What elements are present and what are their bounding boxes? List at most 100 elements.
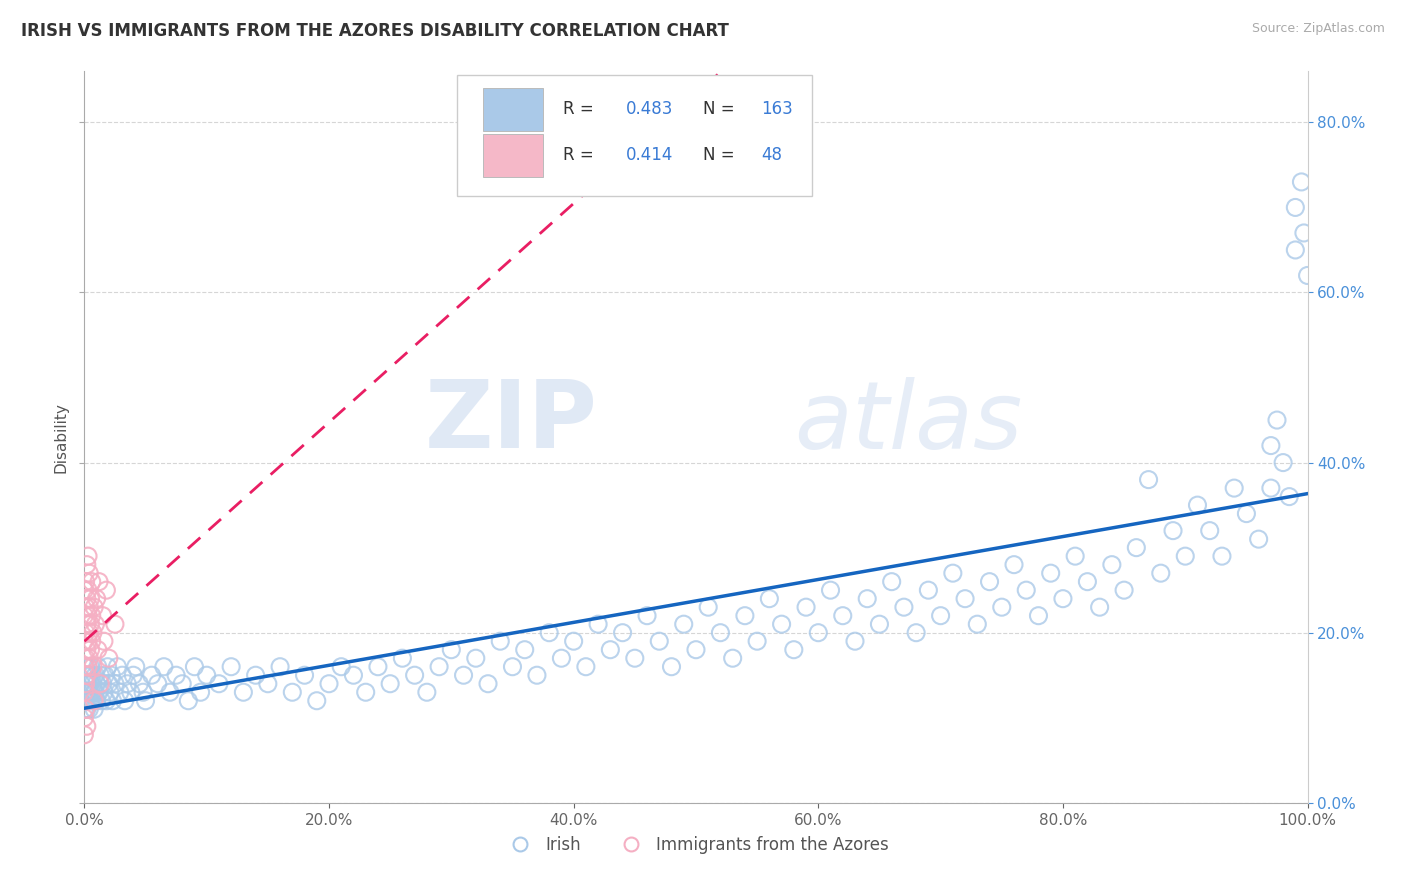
Text: 0.414: 0.414 <box>626 146 673 164</box>
Point <box>82 694 104 708</box>
Point <box>76 642 98 657</box>
Point <box>831 608 853 623</box>
FancyBboxPatch shape <box>484 135 543 178</box>
Point <box>1137 473 1160 487</box>
Point <box>575 659 598 673</box>
Point <box>101 694 124 708</box>
Text: R =: R = <box>562 146 599 164</box>
Point <box>87 685 110 699</box>
Point <box>77 600 100 615</box>
Point <box>84 685 107 699</box>
Point <box>232 685 254 699</box>
Point <box>79 642 101 657</box>
Point <box>153 659 176 673</box>
Point <box>165 668 187 682</box>
Point <box>661 659 683 673</box>
Point <box>502 659 524 673</box>
Point <box>80 608 103 623</box>
Point <box>172 677 194 691</box>
Point <box>80 634 103 648</box>
Point <box>183 659 205 673</box>
Point <box>1088 600 1111 615</box>
Point <box>83 702 105 716</box>
Point <box>1292 226 1315 240</box>
Point <box>1223 481 1246 495</box>
Text: N =: N = <box>703 146 740 164</box>
Point <box>380 677 402 691</box>
Point <box>76 558 98 572</box>
Point <box>177 694 200 708</box>
Point <box>90 694 112 708</box>
Point <box>844 634 866 648</box>
Point <box>305 694 328 708</box>
Point <box>856 591 879 606</box>
Point <box>672 617 695 632</box>
Point <box>75 677 97 691</box>
Point <box>257 677 280 691</box>
Point <box>869 617 891 632</box>
Point <box>1039 566 1062 581</box>
Point <box>146 677 169 691</box>
Point <box>77 702 100 716</box>
Point <box>77 634 100 648</box>
Point <box>1260 481 1282 495</box>
Point <box>93 634 115 648</box>
Point <box>464 651 486 665</box>
Point <box>624 651 647 665</box>
Point <box>1028 608 1050 623</box>
Point <box>905 625 928 640</box>
Point <box>83 600 105 615</box>
Point <box>104 677 127 691</box>
Point <box>73 634 96 648</box>
Text: IRISH VS IMMIGRANTS FROM THE AZORES DISABILITY CORRELATION CHART: IRISH VS IMMIGRANTS FROM THE AZORES DISA… <box>21 22 728 40</box>
Point <box>1296 268 1319 283</box>
Point <box>91 608 114 623</box>
Point <box>953 591 976 606</box>
Point <box>80 685 103 699</box>
Point <box>111 668 134 682</box>
Point <box>77 659 100 673</box>
Point <box>1161 524 1184 538</box>
Point <box>108 685 131 699</box>
Point <box>80 668 103 682</box>
Point <box>929 608 952 623</box>
Point <box>245 668 267 682</box>
Point <box>208 677 231 691</box>
Point <box>104 617 127 632</box>
Point <box>77 659 100 673</box>
Point <box>76 668 98 682</box>
Point <box>219 659 242 673</box>
Point <box>1291 175 1313 189</box>
Point <box>1260 439 1282 453</box>
Text: R =: R = <box>562 101 599 119</box>
Point <box>73 702 96 716</box>
Point <box>73 685 96 699</box>
Point <box>281 685 304 699</box>
Point <box>734 608 756 623</box>
Point <box>84 617 107 632</box>
Point <box>979 574 1001 589</box>
Point <box>367 659 389 673</box>
Point <box>141 668 163 682</box>
Text: ZIP: ZIP <box>425 376 598 468</box>
Point <box>73 608 96 623</box>
Point <box>404 668 426 682</box>
Point <box>135 694 157 708</box>
Point <box>122 668 145 682</box>
Point <box>96 694 118 708</box>
Legend: Irish, Immigrants from the Azores: Irish, Immigrants from the Azores <box>496 829 896 860</box>
Point <box>783 642 806 657</box>
Point <box>77 583 100 598</box>
Point <box>893 600 915 615</box>
Point <box>75 625 97 640</box>
Point <box>87 659 110 673</box>
Point <box>770 617 793 632</box>
Point <box>195 668 218 682</box>
Point <box>807 625 830 640</box>
Point <box>77 566 100 581</box>
Point <box>77 668 100 682</box>
Point <box>79 659 101 673</box>
Point <box>79 677 101 691</box>
Point <box>105 659 128 673</box>
Point <box>75 702 97 716</box>
